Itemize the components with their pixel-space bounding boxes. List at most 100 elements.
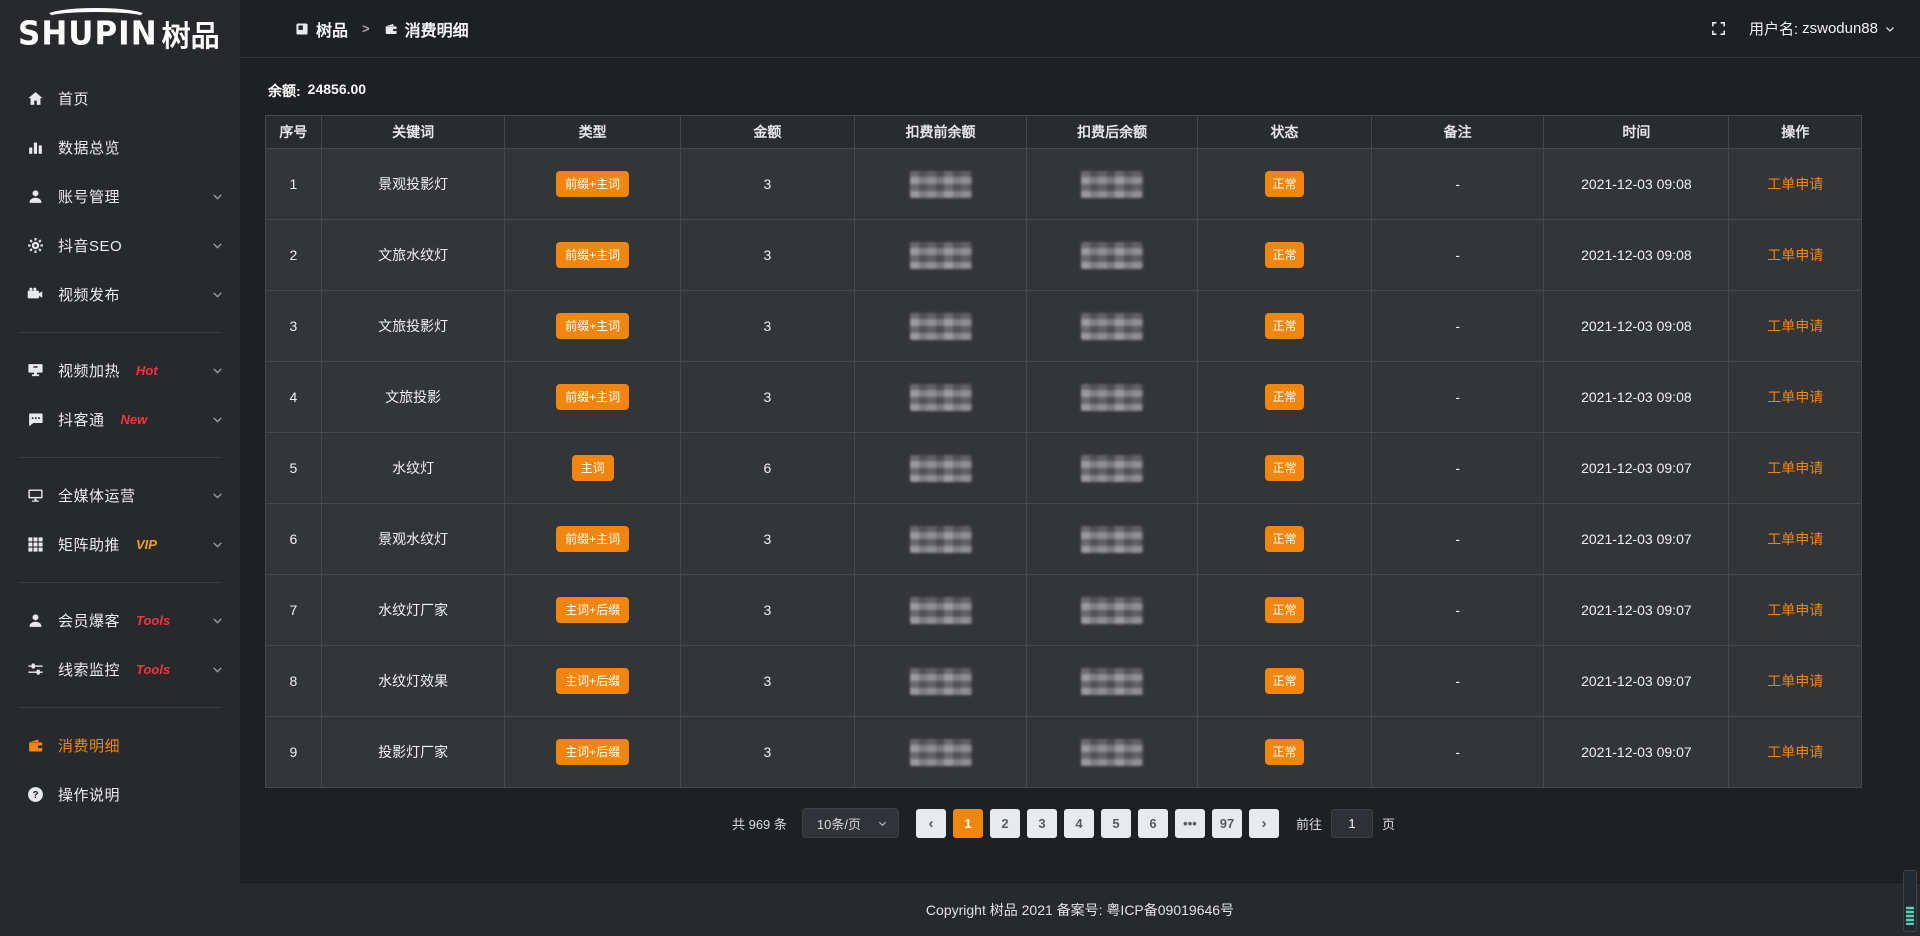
chevron-down-icon xyxy=(211,538,224,551)
page-button-2[interactable]: 2 xyxy=(989,808,1020,838)
sidebar-item-operation-guide[interactable]: ? 操作说明 xyxy=(0,770,240,819)
breadcrumb-item[interactable]: 树品 xyxy=(295,17,348,41)
index-cell: 3 xyxy=(265,290,322,362)
screen-heat-icon xyxy=(27,362,44,379)
masked-value xyxy=(909,525,972,553)
user-label: 用户名: xyxy=(1748,21,1799,38)
sidebar-item-clue-monitor[interactable]: 线索监控 Tools xyxy=(0,645,240,694)
index-cell: 9 xyxy=(265,716,322,788)
main-column: 树品 > 消费明细 用户名: zswodun88 余额: 24856.00 xyxy=(240,0,1920,936)
page-size-select[interactable]: 10条/页 xyxy=(801,808,899,838)
type-badge: 主词+后缀 xyxy=(556,739,630,765)
masked-value xyxy=(1081,170,1144,198)
amount-cell: 3 xyxy=(679,503,855,575)
type-cell: 主词+后缀 xyxy=(504,645,681,717)
table-row: 1 景观投影灯 前缀+主词 3 正常 -2021-12-03 09:08 工单申请 xyxy=(265,148,1862,220)
scrollbar-widget[interactable] xyxy=(1903,870,1917,932)
sidebar-item-video-heat[interactable]: 视频加热 Hot xyxy=(0,346,240,395)
work-order-link[interactable]: 工单申请 xyxy=(1767,602,1824,618)
keyword-cell: 投影灯厂家 xyxy=(320,716,506,788)
scrollbar-thumb[interactable] xyxy=(1906,906,1914,925)
action-cell: 工单申请 xyxy=(1728,716,1862,788)
type-badge: 主词 xyxy=(571,455,614,481)
sidebar-item-consume-detail[interactable]: 消费明细 xyxy=(0,721,240,770)
index-cell: 5 xyxy=(265,432,322,504)
work-order-link[interactable]: 工单申请 xyxy=(1767,389,1824,405)
sidebar-item-douketong[interactable]: 抖客通 New xyxy=(0,395,240,444)
masked-value xyxy=(1081,454,1144,482)
page-button-97[interactable]: 97 xyxy=(1211,808,1242,838)
status-badge: 正常 xyxy=(1265,526,1304,552)
type-cell: 前缀+主词 xyxy=(504,219,681,291)
sidebar-item-douyin-seo[interactable]: 抖音SEO xyxy=(0,221,240,270)
wallet-icon xyxy=(27,737,44,754)
next-page-button[interactable]: › xyxy=(1248,808,1279,838)
prev-page-button[interactable]: ‹ xyxy=(915,808,946,838)
sidebar-item-matrix-boost[interactable]: 矩阵助推 VIP xyxy=(0,520,240,569)
sidebar-item-label: 账号管理 xyxy=(58,189,121,206)
page-button-4[interactable]: 4 xyxy=(1063,808,1094,838)
index-cell: 2 xyxy=(265,219,322,291)
wallet-icon xyxy=(384,22,398,36)
type-cell: 前缀+主词 xyxy=(504,361,681,433)
column-header: 扣费后余额 xyxy=(1026,115,1199,149)
type-badge: 主词+后缀 xyxy=(556,668,630,694)
balance-after-cell xyxy=(1026,574,1199,646)
table-row: 8 水纹灯效果 主词+后缀 3 正常 -2021-12-03 09:07 工单申请 xyxy=(265,645,1862,717)
work-order-link[interactable]: 工单申请 xyxy=(1767,531,1824,547)
user-menu[interactable]: 用户名: zswodun88 xyxy=(1749,18,1896,39)
balance: 余额: 24856.00 xyxy=(268,81,1862,101)
page-button-6[interactable]: 6 xyxy=(1137,808,1168,838)
status-badge: 正常 xyxy=(1265,455,1304,481)
column-header: 状态 xyxy=(1197,115,1372,149)
type-cell: 主词+后缀 xyxy=(504,716,681,788)
action-cell: 工单申请 xyxy=(1728,290,1862,362)
work-order-link[interactable]: 工单申请 xyxy=(1767,176,1824,192)
work-order-link[interactable]: 工单申请 xyxy=(1767,673,1824,689)
breadcrumb-separator: > xyxy=(362,21,370,36)
balance-after-cell xyxy=(1026,148,1199,220)
status-badge: 正常 xyxy=(1265,739,1304,765)
goto-label: 前往 xyxy=(1295,816,1322,832)
chevron-down-icon xyxy=(211,663,224,676)
breadcrumb: 树品 > 消费明细 xyxy=(295,17,469,41)
sidebar-item-account-management[interactable]: 账号管理 xyxy=(0,172,240,221)
sidebar-item-label: 数据总览 xyxy=(58,140,121,157)
masked-value xyxy=(1081,525,1144,553)
fullscreen-icon[interactable] xyxy=(1710,20,1727,37)
app-logo: SHUPIN 树品 xyxy=(0,8,240,60)
amount-cell: 3 xyxy=(679,574,855,646)
sidebar-item-data-overview[interactable]: 数据总览 xyxy=(0,123,240,172)
status-badge: 正常 xyxy=(1265,242,1304,268)
sidebar-item-label: 会员爆客 xyxy=(58,613,121,630)
balance-before-cell xyxy=(853,574,1028,646)
goto-unit-label: 页 xyxy=(1382,816,1396,832)
sidebar-divider xyxy=(18,582,222,583)
page-button-3[interactable]: 3 xyxy=(1026,808,1057,838)
sidebar-item-media-operation[interactable]: 全媒体运营 xyxy=(0,471,240,520)
column-header: 时间 xyxy=(1543,115,1730,149)
type-cell: 前缀+主词 xyxy=(504,148,681,220)
balance-before-cell xyxy=(853,290,1028,362)
type-cell: 主词 xyxy=(504,432,681,504)
chevron-down-icon xyxy=(211,413,224,426)
more-pages-button[interactable]: ••• xyxy=(1174,808,1205,838)
page-button-1[interactable]: 1 xyxy=(952,808,983,838)
amount-cell: 3 xyxy=(679,290,855,362)
goto-page-input[interactable]: 1 xyxy=(1331,808,1373,838)
breadcrumb-item[interactable]: 消费明细 xyxy=(384,17,469,41)
sidebar-item-home[interactable]: 首页 xyxy=(0,74,240,123)
work-order-link[interactable]: 工单申请 xyxy=(1767,744,1824,760)
work-order-link[interactable]: 工单申请 xyxy=(1767,318,1824,334)
masked-value xyxy=(909,596,972,624)
index-cell: 6 xyxy=(265,503,322,575)
balance-before-cell xyxy=(853,148,1028,220)
page-button-5[interactable]: 5 xyxy=(1100,808,1131,838)
balance-after-cell xyxy=(1026,645,1199,717)
svg-text:?: ? xyxy=(32,790,38,801)
sidebar-item-member-baoke[interactable]: 会员爆客 Tools xyxy=(0,596,240,645)
work-order-link[interactable]: 工单申请 xyxy=(1767,247,1824,263)
sidebar-item-video-publish[interactable]: 视频发布 xyxy=(0,270,240,319)
work-order-link[interactable]: 工单申请 xyxy=(1767,460,1824,476)
